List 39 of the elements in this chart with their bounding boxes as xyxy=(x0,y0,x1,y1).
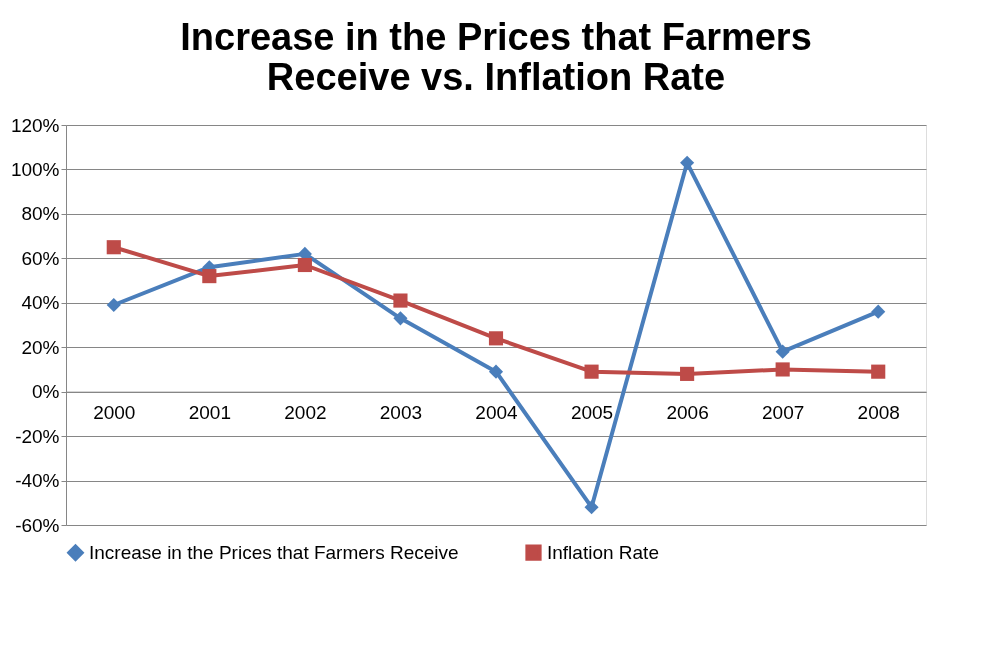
point xyxy=(871,364,886,379)
point xyxy=(393,311,408,326)
x-tick-label: 2001 xyxy=(188,402,231,424)
x-tick-label: 2002 xyxy=(284,402,327,424)
x-tick-label: 2007 xyxy=(762,402,805,424)
point xyxy=(202,269,217,284)
point xyxy=(106,240,121,255)
x-tick-label: 2000 xyxy=(93,402,136,424)
text: Increase in the Prices that Farmers xyxy=(180,16,812,58)
x-tick-label: 2003 xyxy=(379,402,423,424)
x-tick-label: 2006 xyxy=(666,402,709,424)
y-tick-label: 80% xyxy=(21,203,60,225)
text: Receive vs. Inflation Rate xyxy=(266,56,726,98)
x-tick-label: 2005 xyxy=(570,402,614,424)
point xyxy=(106,297,121,313)
point xyxy=(488,331,504,346)
point xyxy=(297,257,312,273)
point xyxy=(393,293,408,308)
point xyxy=(775,362,790,377)
legend-label: Inflation Rate xyxy=(547,541,659,563)
point xyxy=(680,366,695,381)
y-tick-label: 0% xyxy=(32,381,60,403)
point xyxy=(871,304,886,319)
x-tick-label: 2004 xyxy=(475,402,519,424)
point xyxy=(775,344,790,359)
y-tick-label: 120% xyxy=(10,114,60,136)
y-tick-label: -20% xyxy=(15,425,60,447)
y-tick-label: 40% xyxy=(21,292,60,314)
point xyxy=(488,364,504,379)
y-tick-label: -40% xyxy=(15,470,60,492)
legend-label: Increase in the Prices that Farmers Receive xyxy=(89,541,459,563)
y-tick-label: 60% xyxy=(21,247,60,269)
y-tick-label: 100% xyxy=(10,158,60,180)
point xyxy=(584,500,599,515)
x-tick-label: 2008 xyxy=(857,402,900,424)
y-tick-label: -60% xyxy=(15,514,60,536)
point xyxy=(680,155,695,170)
point xyxy=(584,364,599,379)
y-tick-label: 20% xyxy=(21,336,60,358)
